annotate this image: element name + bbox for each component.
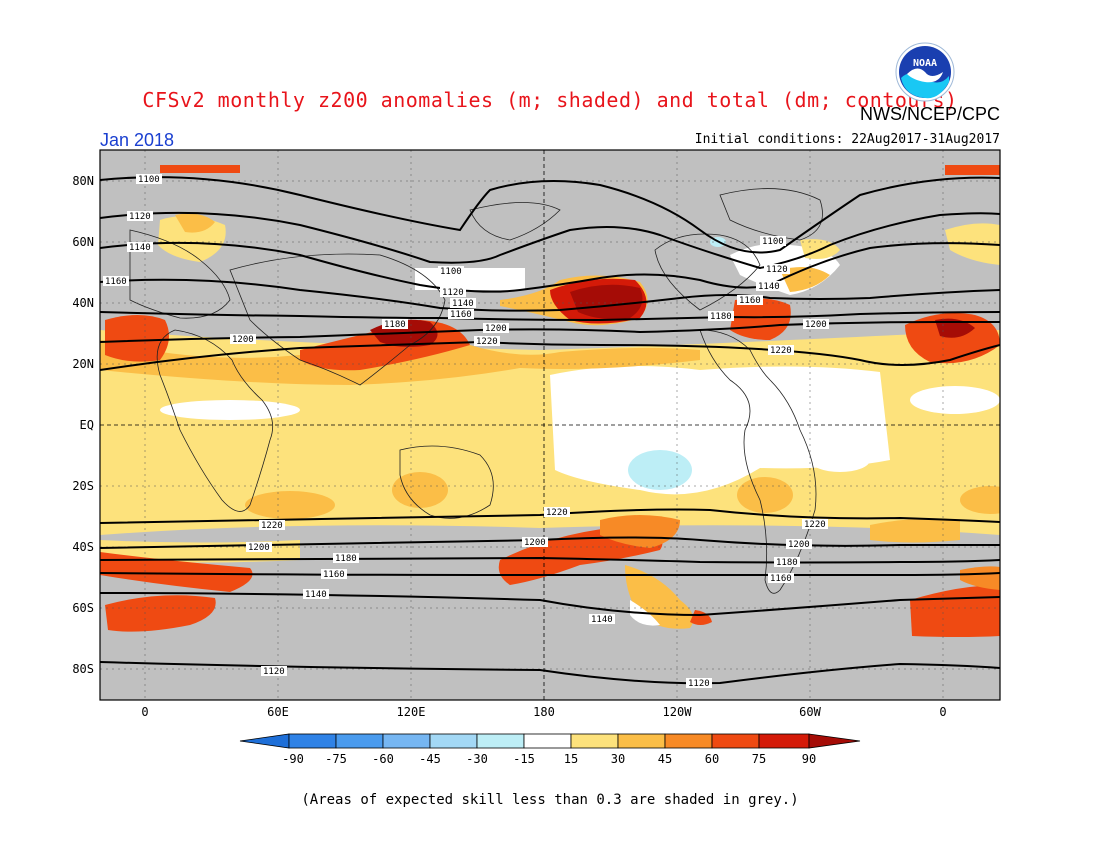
svg-text:-15: -15 <box>513 752 535 766</box>
contour-label: 1200 <box>805 320 827 330</box>
contour-label: 1180 <box>776 558 798 568</box>
svg-text:75: 75 <box>752 752 766 766</box>
height-contours <box>100 176 1000 685</box>
skill-footnote: (Areas of expected skill less than 0.3 a… <box>301 792 799 808</box>
svg-text:EQ: EQ <box>80 418 94 432</box>
svg-text:60E: 60E <box>267 705 289 719</box>
lat-lon-gridlines <box>100 150 1000 700</box>
svg-text:15: 15 <box>564 752 578 766</box>
svg-text:40N: 40N <box>72 296 94 310</box>
coastlines <box>129 188 823 594</box>
contour-label: 1180 <box>384 320 406 330</box>
svg-text:-90: -90 <box>282 752 304 766</box>
initial-conditions: Initial conditions: 22Aug2017-31Aug2017 <box>694 132 1000 147</box>
map-title: CFSv2 monthly z200 anomalies (m; shaded)… <box>142 88 958 112</box>
contour-label: 1140 <box>305 590 327 600</box>
svg-text:-75: -75 <box>325 752 347 766</box>
north-atlantic-anomaly <box>730 298 791 340</box>
contour-label: 1180 <box>710 312 732 322</box>
svg-text:20N: 20N <box>72 357 94 371</box>
contour-label: 1120 <box>442 288 464 298</box>
atlantic-neutral <box>910 386 1000 414</box>
svg-text:120E: 120E <box>397 705 426 719</box>
svg-text:30: 30 <box>611 752 625 766</box>
svg-text:40S: 40S <box>72 540 94 554</box>
svg-text:45: 45 <box>658 752 672 766</box>
longitude-labels: 0 60E 120E 180 120W 60W 0 <box>141 705 946 719</box>
map-frame <box>99 149 1001 701</box>
svg-text:0: 0 <box>141 705 148 719</box>
svg-text:60W: 60W <box>799 705 821 719</box>
latitude-labels: 80N 60N 40N 20N EQ 20S 40S 60S 80S <box>72 174 94 676</box>
contour-label: 1220 <box>476 337 498 347</box>
contour-label: 1220 <box>804 520 826 530</box>
logo-text: NOAA <box>913 58 937 69</box>
svg-text:80N: 80N <box>72 174 94 188</box>
svg-text:90: 90 <box>802 752 816 766</box>
contour-label: 1200 <box>248 543 270 553</box>
contour-label: 1220 <box>546 508 568 518</box>
svg-text:-45: -45 <box>419 752 441 766</box>
contour-label: 1160 <box>770 574 792 584</box>
contour-label: 1140 <box>129 243 151 253</box>
contour-label: 1200 <box>788 540 810 550</box>
contour-label: 1200 <box>485 324 507 334</box>
contour-label: 1160 <box>323 570 345 580</box>
contour-label: 1120 <box>129 212 151 222</box>
contour-label: 1160 <box>450 310 472 320</box>
contour-label: 1160 <box>739 296 761 306</box>
svg-text:-60: -60 <box>372 752 394 766</box>
svg-text:180: 180 <box>533 705 555 719</box>
contour-label: 1120 <box>263 667 285 677</box>
svg-text:60N: 60N <box>72 235 94 249</box>
forecast-month: Jan 2018 <box>100 130 175 150</box>
contour-label: 1220 <box>770 346 792 356</box>
contour-label: 1140 <box>591 615 613 625</box>
svg-text:-30: -30 <box>466 752 488 766</box>
contour-value-labels: 1100 1120 1140 1160 1180 1200 1100 1120 … <box>103 174 829 689</box>
svg-text:80S: 80S <box>72 662 94 676</box>
svg-text:60S: 60S <box>72 601 94 615</box>
contour-label: 1100 <box>762 237 784 247</box>
south-america-neutral <box>810 448 870 472</box>
contour-label: 1220 <box>261 521 283 531</box>
colorbar-tick-labels: -90 -75 -60 -45 -30 -15 15 30 45 60 75 9… <box>282 752 816 766</box>
contour-label: 1140 <box>452 299 474 309</box>
contour-label: 1100 <box>138 175 160 185</box>
organization-label: NWS/NCEP/CPC <box>859 104 1000 124</box>
svg-text:20S: 20S <box>72 479 94 493</box>
indian-ocean-neutral <box>160 400 300 420</box>
colorbar: -90 -75 -60 -45 -30 -15 15 30 45 60 75 9… <box>239 733 861 766</box>
contour-label: 1180 <box>335 554 357 564</box>
svg-text:60: 60 <box>705 752 719 766</box>
contour-label: 1120 <box>688 679 710 689</box>
north-pacific-max <box>570 284 643 320</box>
noaa-logo: NOAA <box>895 42 955 102</box>
contour-label: 1120 <box>766 265 788 275</box>
contour-label: 1100 <box>440 267 462 277</box>
contour-label: 1200 <box>524 538 546 548</box>
east-pacific-negative-anomaly <box>628 450 692 490</box>
contour-label: 1160 <box>105 277 127 287</box>
svg-text:120W: 120W <box>663 705 693 719</box>
svg-text:0: 0 <box>939 705 946 719</box>
contour-label: 1140 <box>758 282 780 292</box>
contour-label: 1200 <box>232 335 254 345</box>
